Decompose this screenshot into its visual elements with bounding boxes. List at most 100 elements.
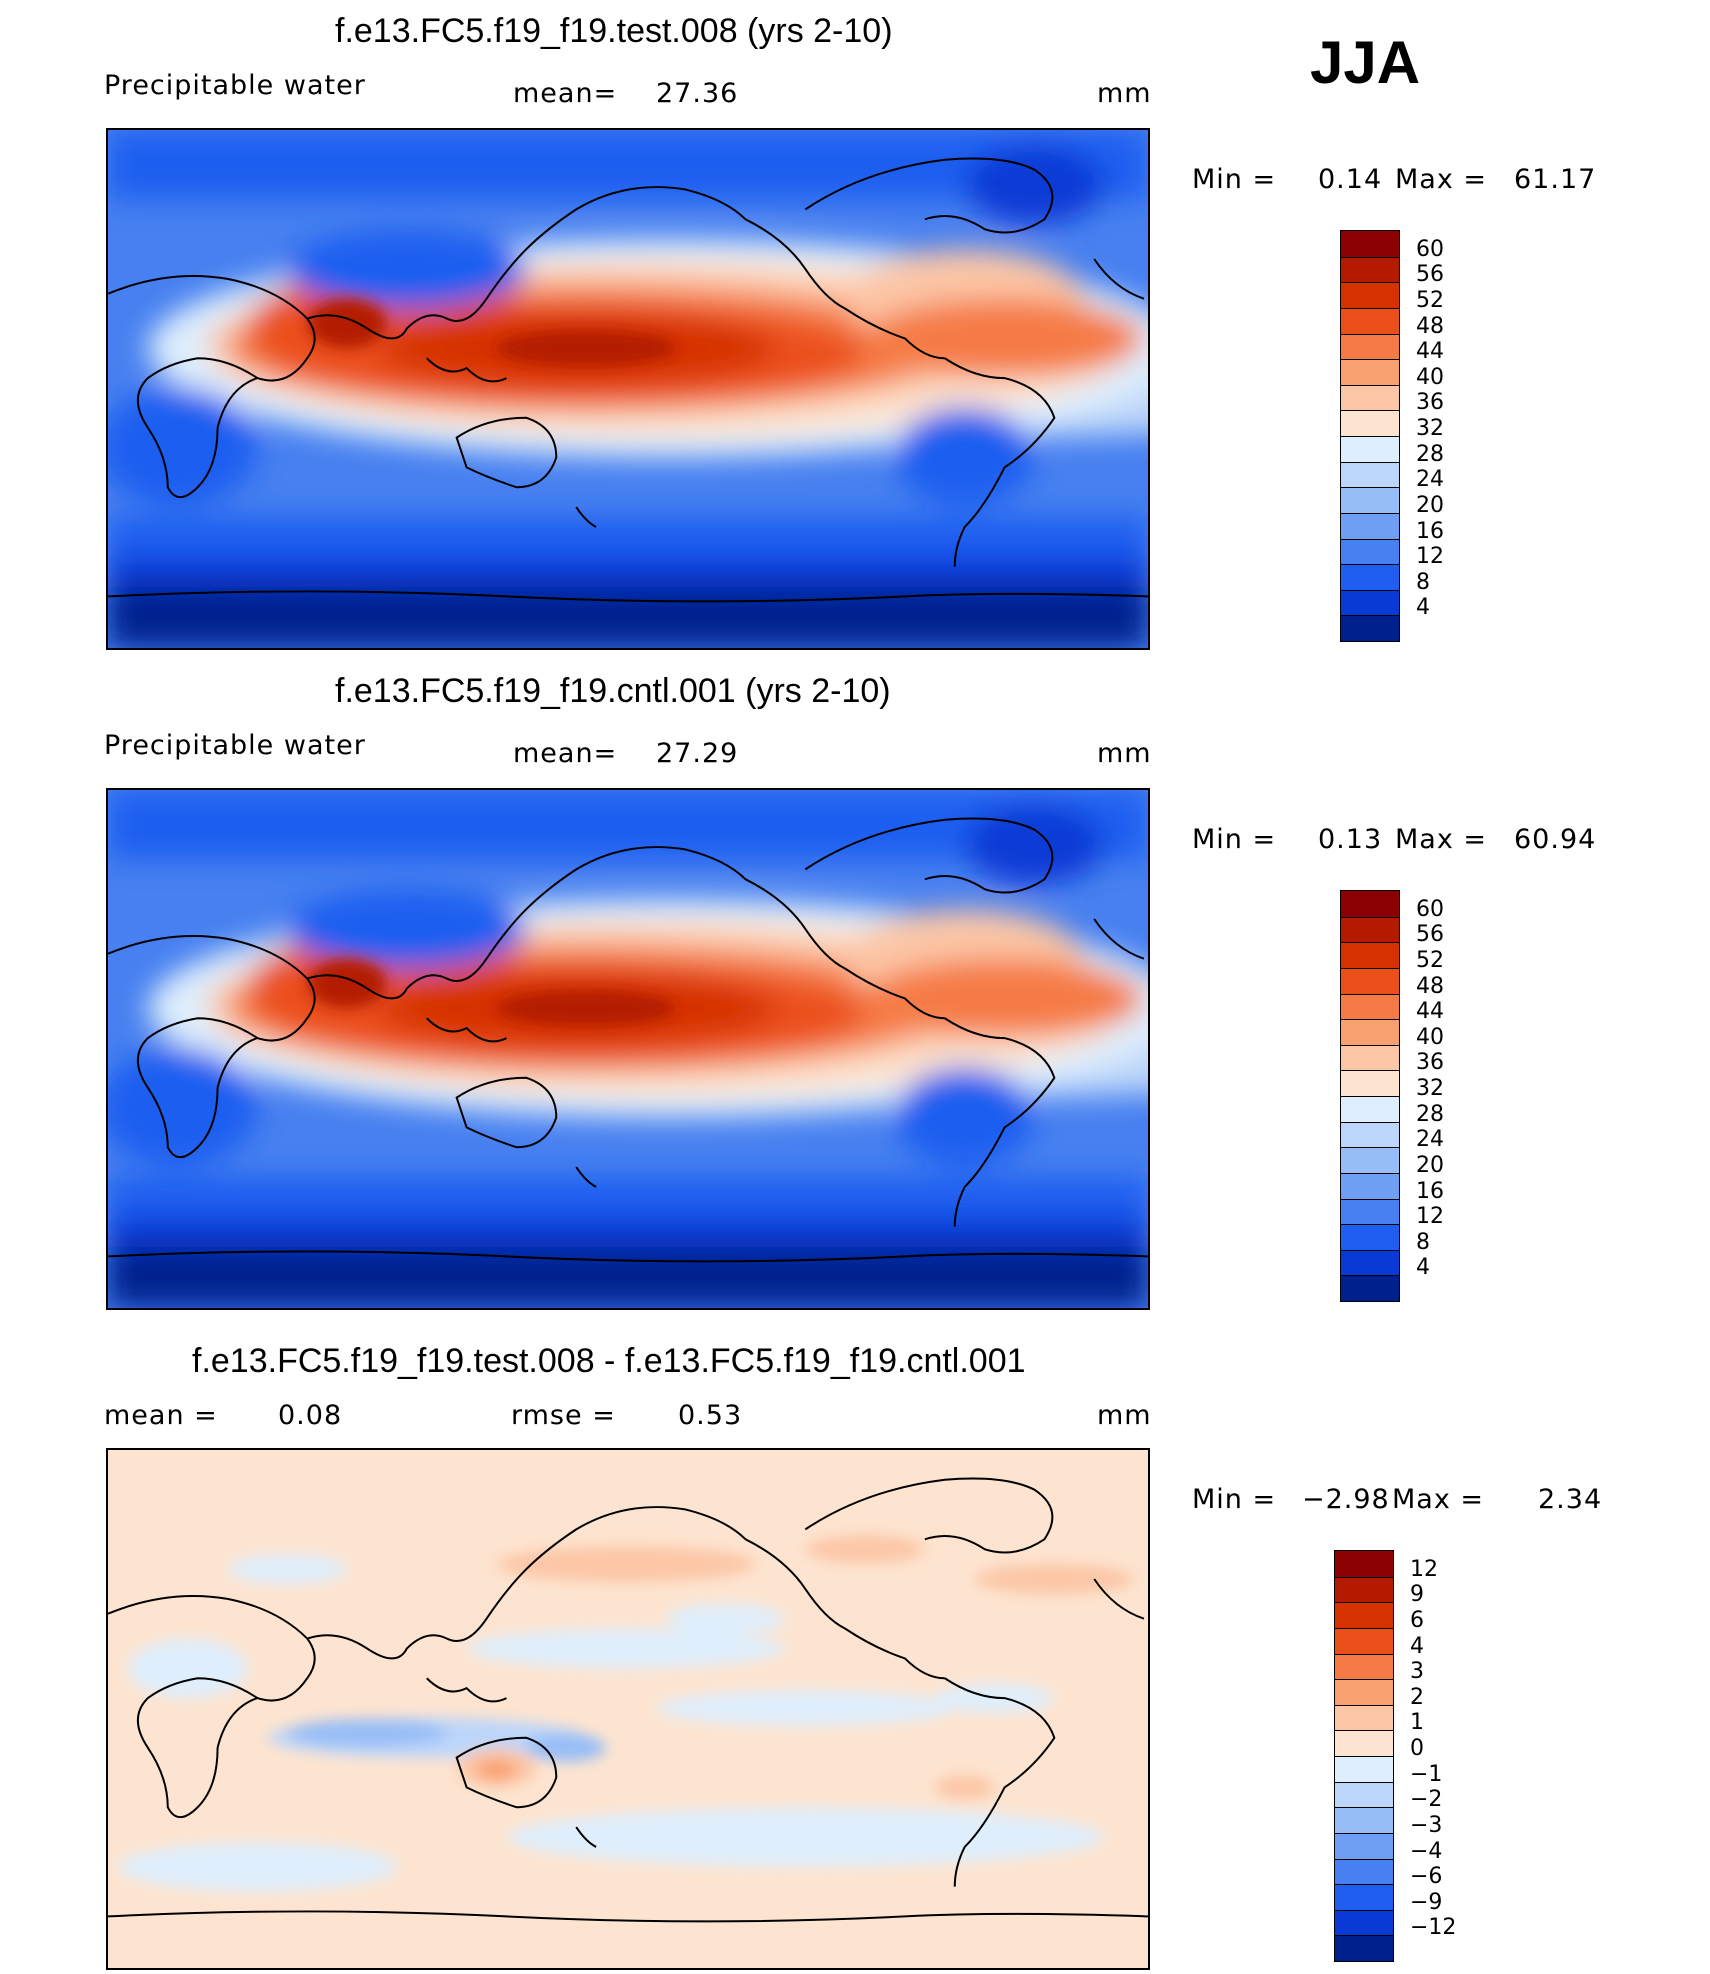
panel-3-min-label: Min = [1192,1484,1277,1515]
colorbar-segment [1341,916,1399,943]
colorbar-segment [1341,615,1399,641]
colorbar-tick-label: 28 [1416,441,1444,467]
colorbar-tick-label: 28 [1416,1101,1444,1127]
panel-2-title: f.e13.FC5.f19_f19.cntl.001 (yrs 2-10) [335,672,891,710]
colorbar-tick-label: 36 [1416,390,1444,416]
panel-1-map [106,128,1150,650]
colorbar-segment [1341,1275,1399,1301]
panel-2-colorbar [1340,890,1400,1302]
colorbar-segment [1341,993,1399,1020]
colorbar-tick-label: 4 [1416,595,1430,621]
colorbar-tick-label: 1 [1410,1710,1424,1736]
colorbar-segment [1335,1704,1393,1731]
colorbar-segment [1341,461,1399,488]
colorbar-tick-label: 40 [1416,1024,1444,1050]
panel-1-variable-label: Precipitable water [104,70,366,101]
colorbar-segment [1341,564,1399,590]
colorbar-segment [1335,1807,1393,1833]
colorbar-segment [1335,1627,1393,1654]
colorbar-tick-label: 24 [1416,467,1444,493]
colorbar-segment [1335,1551,1393,1577]
colorbar-tick-label: −3 [1410,1812,1443,1838]
colorbar-segment [1341,1044,1399,1071]
colorbar-segment [1341,1019,1399,1045]
panel-2-mean-label: mean= [513,738,618,769]
colorbar-tick-label: 20 [1416,492,1444,518]
panel-3-colorbar [1334,1550,1394,1962]
panel-2-variable-label: Precipitable water [104,730,366,761]
colorbar-segment [1335,1756,1393,1782]
colorbar-tick-label: 16 [1416,518,1444,544]
panel-1-title: f.e13.FC5.f19_f19.test.008 (yrs 2-10) [335,12,893,50]
panel-3-units: mm [1097,1400,1152,1431]
colorbar-segment [1341,1070,1399,1096]
panel-3-mean-label: mean = [104,1400,218,1431]
colorbar-segment [1335,1730,1393,1756]
colorbar-segment [1341,1172,1399,1199]
panel-2-max-value: 60.94 [1514,824,1597,855]
colorbar-tick-label: −9 [1410,1889,1443,1915]
colorbar-segment [1335,1576,1393,1603]
colorbar-tick-label: −2 [1410,1787,1443,1813]
panel-3-min-value: −2.98 [1302,1484,1390,1515]
colorbar-tick-label: 52 [1416,947,1444,973]
panel-1-mean-value: 27.36 [656,78,739,109]
colorbar-tick-label: 44 [1416,339,1444,365]
panel-1-min-value: 0.14 [1318,164,1383,195]
colorbar-segment [1335,1653,1393,1680]
colorbar-segment [1341,891,1399,917]
panel-1-max-value: 61.17 [1514,164,1597,195]
colorbar-segment [1341,282,1399,308]
colorbar-segment [1335,1602,1393,1628]
colorbar-tick-label: 60 [1416,236,1444,262]
panel-3-max-value: 2.34 [1538,1484,1603,1515]
colorbar-tick-label: 2 [1410,1684,1424,1710]
panel-1-mean-label: mean= [513,78,618,109]
colorbar-segment [1335,1884,1393,1910]
panel-1-max-label: Max = [1395,164,1488,195]
panel-2-units: mm [1097,738,1152,769]
colorbar-tick-label: 40 [1416,364,1444,390]
colorbar-tick-label: −1 [1410,1761,1443,1787]
panel-2-max-label: Max = [1395,824,1488,855]
colorbar-tick-label: 4 [1416,1255,1430,1281]
colorbar-segment [1341,538,1399,565]
colorbar-segment [1341,1249,1399,1276]
colorbar-tick-label: 12 [1410,1556,1438,1582]
colorbar-segment [1341,307,1399,334]
colorbar-segment [1341,410,1399,436]
colorbar-segment [1341,967,1399,994]
colorbar-segment [1341,256,1399,283]
panel-3-rmse-value: 0.53 [678,1400,743,1431]
panel-2-map [106,788,1150,1310]
colorbar-tick-label: 6 [1410,1607,1424,1633]
panel-2-contour-field [108,790,1148,1308]
colorbar-segment [1335,1832,1393,1859]
colorbar-tick-label: 9 [1410,1582,1424,1608]
panel-1-min-label: Min = [1192,164,1277,195]
colorbar-tick-label: 60 [1416,896,1444,922]
colorbar-segment [1341,1198,1399,1225]
colorbar-segment [1335,1909,1393,1936]
panel-2-min-label: Min = [1192,824,1277,855]
panel-2-min-value: 0.13 [1318,824,1383,855]
panel-3-contour-field [108,1450,1148,1968]
colorbar-tick-label: 16 [1416,1178,1444,1204]
panel-1-units: mm [1097,78,1152,109]
panel-3-mean-value: 0.08 [278,1400,343,1431]
colorbar-tick-label: 48 [1416,313,1444,339]
colorbar-tick-label: 8 [1416,1229,1430,1255]
panel-1-colorbar [1340,230,1400,642]
panel-3-title: f.e13.FC5.f19_f19.test.008 - f.e13.FC5.f… [192,1342,1026,1380]
colorbar-segment [1341,512,1399,539]
colorbar-tick-label: 4 [1410,1633,1424,1659]
colorbar-tick-label: 52 [1416,287,1444,313]
colorbar-segment [1341,359,1399,385]
colorbar-tick-label: −12 [1410,1915,1457,1941]
colorbar-tick-label: 0 [1410,1736,1424,1761]
colorbar-segment [1335,1679,1393,1705]
colorbar-segment [1341,384,1399,411]
colorbar-tick-label: 12 [1416,544,1444,570]
colorbar-segment [1341,436,1399,462]
colorbar-segment [1335,1858,1393,1885]
